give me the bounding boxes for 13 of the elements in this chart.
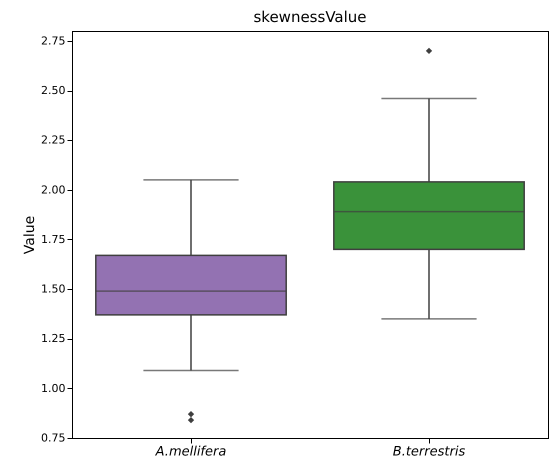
y-tick-label: 1.00 bbox=[41, 382, 66, 395]
y-tick-label: 2.00 bbox=[41, 183, 66, 196]
chart-title: skewnessValue bbox=[253, 8, 367, 26]
y-tick-label: 1.75 bbox=[41, 232, 66, 246]
x-tick-label: A.mellifera bbox=[154, 444, 226, 460]
y-tick-label: 1.50 bbox=[41, 282, 66, 296]
y-tick-label: 2.25 bbox=[41, 134, 66, 147]
x-tick-label: B.terrestris bbox=[392, 444, 466, 460]
y-tick-label: 2.50 bbox=[41, 84, 66, 98]
y-tick-label: 0.75 bbox=[41, 432, 66, 444]
y-axis-title: Value bbox=[22, 216, 38, 254]
y-tick-label: 1.25 bbox=[41, 332, 66, 346]
y-tick-label: 2.75 bbox=[41, 34, 66, 48]
